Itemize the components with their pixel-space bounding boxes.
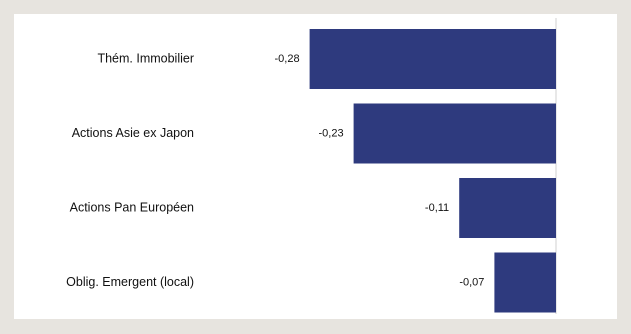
chart-panel: Thém. Immobilier -0,28 Actions Asie ex Jap… (14, 14, 617, 319)
bar (309, 29, 556, 89)
value-label: -0,11 (425, 202, 449, 214)
labels-layer: Thém. Immobilier -0,28 Actions Asie ex Jap… (66, 51, 484, 289)
value-label: -0,28 (275, 53, 300, 65)
bar (494, 252, 556, 313)
category-label: Actions Asie ex Japon (72, 126, 194, 140)
category-label: Thém. Immobilier (97, 51, 194, 65)
category-label: Actions Pan Européen (70, 200, 194, 214)
category-label: Oblig. Emergent (local) (66, 275, 194, 289)
value-label: -0,23 (319, 127, 344, 139)
bar (353, 103, 556, 164)
bar-chart: Thém. Immobilier -0,28 Actions Asie ex Jap… (66, 18, 557, 314)
value-label: -0,07 (459, 276, 484, 288)
bar (459, 178, 556, 238)
bars-layer (309, 29, 556, 313)
